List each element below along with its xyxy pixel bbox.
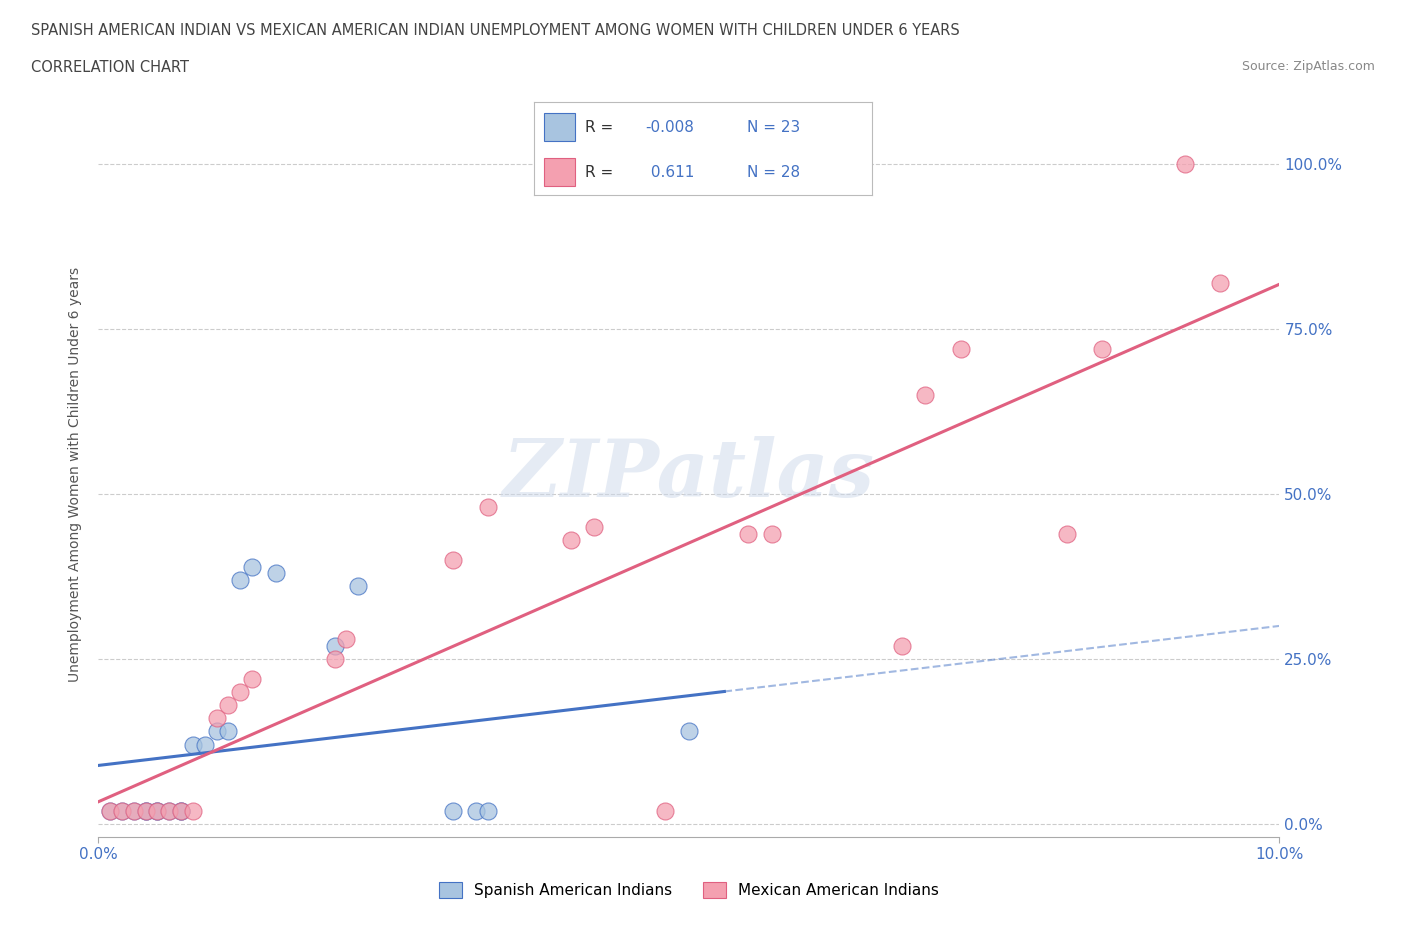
Point — [678, 724, 700, 739]
Point — [98, 804, 121, 818]
Point — [737, 526, 759, 541]
Point — [240, 671, 263, 686]
Point — [761, 526, 783, 541]
Point — [135, 804, 157, 818]
Point — [170, 804, 193, 818]
Point — [157, 804, 180, 818]
Point — [181, 804, 204, 818]
Point — [1209, 275, 1232, 290]
Point — [157, 804, 180, 818]
Text: Source: ZipAtlas.com: Source: ZipAtlas.com — [1241, 60, 1375, 73]
Point — [217, 698, 239, 712]
Text: SPANISH AMERICAN INDIAN VS MEXICAN AMERICAN INDIAN UNEMPLOYMENT AMONG WOMEN WITH: SPANISH AMERICAN INDIAN VS MEXICAN AMERI… — [31, 23, 960, 38]
Point — [465, 804, 488, 818]
Y-axis label: Unemployment Among Women with Children Under 6 years: Unemployment Among Women with Children U… — [69, 267, 83, 682]
Point — [170, 804, 193, 818]
Point — [146, 804, 169, 818]
Text: R =: R = — [585, 120, 613, 135]
Text: -0.008: -0.008 — [645, 120, 695, 135]
Point — [240, 559, 263, 574]
Point — [441, 804, 464, 818]
Point — [135, 804, 157, 818]
Point — [914, 388, 936, 403]
Point — [264, 565, 287, 580]
Point — [122, 804, 145, 818]
Text: R =: R = — [585, 165, 613, 179]
Text: N = 28: N = 28 — [747, 165, 800, 179]
Point — [560, 533, 582, 548]
Point — [146, 804, 169, 818]
Text: N = 23: N = 23 — [747, 120, 800, 135]
Point — [654, 804, 676, 818]
Text: ZIPatlas: ZIPatlas — [503, 435, 875, 513]
Point — [98, 804, 121, 818]
Point — [949, 341, 972, 356]
Point — [441, 552, 464, 567]
Point — [194, 737, 217, 752]
Point — [146, 804, 169, 818]
Point — [335, 631, 357, 646]
Point — [890, 638, 912, 653]
Point — [229, 684, 252, 699]
Point — [323, 638, 346, 653]
Point — [122, 804, 145, 818]
Point — [1174, 157, 1197, 172]
Point — [477, 499, 499, 514]
Bar — [544, 158, 575, 186]
Legend: Spanish American Indians, Mexican American Indians: Spanish American Indians, Mexican Americ… — [439, 883, 939, 898]
Point — [205, 711, 228, 725]
Point — [347, 579, 370, 594]
Point — [229, 572, 252, 587]
Bar — [544, 113, 575, 141]
Point — [111, 804, 134, 818]
Point — [1091, 341, 1114, 356]
Text: 0.611: 0.611 — [645, 165, 695, 179]
Point — [217, 724, 239, 739]
Text: CORRELATION CHART: CORRELATION CHART — [31, 60, 188, 75]
Point — [583, 520, 606, 535]
Point — [1056, 526, 1078, 541]
Point — [323, 652, 346, 667]
Point — [135, 804, 157, 818]
Point — [181, 737, 204, 752]
Point — [111, 804, 134, 818]
Point — [205, 724, 228, 739]
Point — [477, 804, 499, 818]
Point — [170, 804, 193, 818]
